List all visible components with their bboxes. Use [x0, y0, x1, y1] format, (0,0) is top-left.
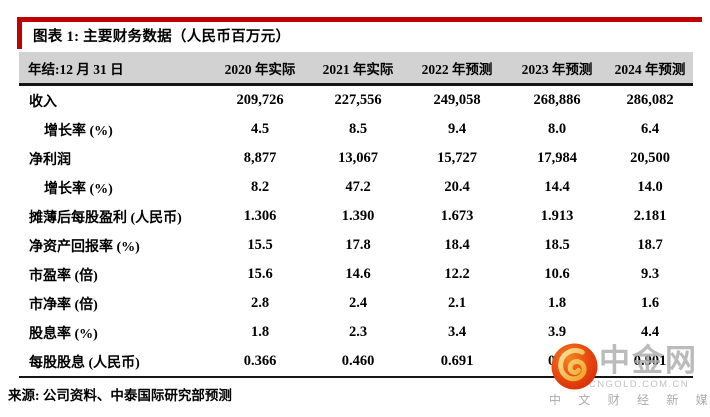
- cell-value: 18.7: [637, 237, 663, 253]
- table-row-dividend-yield: 股息率 (%) 1.8 2.3 3.4 3.9 4.4: [19, 318, 693, 347]
- watermark-domain-text: CNGOLD.COM.CN: [589, 379, 690, 390]
- cell-value: 0.460: [341, 353, 375, 369]
- row-label: 每股股息 (人民币): [29, 355, 140, 371]
- cell-value: 2.8: [250, 295, 270, 311]
- cell-value: 0.901: [633, 353, 667, 369]
- row-label: 收入: [29, 94, 57, 110]
- cell-value: 20,500: [630, 150, 670, 166]
- cell-value: 286,082: [626, 92, 674, 108]
- cell-value: 9.4: [447, 121, 467, 137]
- cell-value: 17,984: [537, 150, 577, 166]
- page-title: 图表 1: 主要财务数据（人民币百万元）: [33, 29, 291, 45]
- row-label: 股息率 (%): [29, 326, 98, 342]
- figure-title-block: 图表 1: 主要财务数据（人民币百万元）: [17, 22, 702, 49]
- row-label: 净利润: [29, 152, 71, 168]
- cell-value: 1.6: [640, 295, 660, 311]
- cell-value: 10.6: [544, 266, 570, 282]
- cell-value: 6.4: [640, 121, 660, 137]
- cell-value: 3.4: [447, 324, 467, 340]
- cell-value: 2.4: [348, 295, 368, 311]
- cell-value: 8,877: [243, 150, 277, 166]
- col-header-2023: 2023 年预测: [507, 52, 607, 85]
- cell-value: 14.0: [637, 179, 663, 195]
- cell-value: 2.181: [633, 208, 667, 224]
- row-label: 市盈率 (倍): [29, 268, 98, 284]
- cell-value: 47.2: [345, 179, 371, 195]
- table-row-roe: 净资产回报率 (%) 15.5 17.8 18.4 18.5 18.7: [19, 231, 693, 260]
- cell-value: 17.8: [345, 237, 371, 253]
- cell-value: 14.4: [544, 179, 570, 195]
- source-note: 来源: 公司资料、中泰国际研究部预测: [8, 388, 232, 403]
- table-row-pb-ratio: 市净率 (倍) 2.8 2.4 2.1 1.8 1.6: [19, 289, 693, 318]
- cell-value: 3.9: [547, 324, 567, 340]
- cell-value: 1.306: [243, 208, 277, 224]
- cell-value: 1.8: [547, 295, 567, 311]
- table-row-revenue-growth: 增长率 (%) 4.5 8.5 9.4 8.0 6.4: [19, 115, 693, 144]
- cell-value: 8.2: [250, 179, 270, 195]
- row-label: 净资产回报率 (%): [29, 239, 140, 255]
- cell-value: 2.1: [447, 295, 467, 311]
- cell-value: 4.5: [250, 121, 270, 137]
- row-label: 市净率 (倍): [29, 297, 98, 313]
- col-header-2024: 2024 年预测: [607, 52, 693, 85]
- cell-value: 8.5: [348, 121, 368, 137]
- cell-value: 1.913: [540, 208, 574, 224]
- top-accent-bar: [17, 17, 702, 22]
- cell-value: 20.4: [444, 179, 470, 195]
- watermark-brand-text: 中金网: [599, 343, 698, 378]
- table-row-diluted-eps: 摊薄后每股盈利 (人民币) 1.306 1.390 1.673 1.913 2.…: [19, 202, 693, 231]
- cell-value: 0.691: [440, 353, 474, 369]
- cell-value: 14.6: [345, 266, 371, 282]
- cell-value: 268,886: [533, 92, 581, 108]
- cell-value: 18.4: [444, 237, 470, 253]
- col-header-year-end: 年结:12 月 31 日: [19, 52, 211, 85]
- cell-value: 9.3: [640, 266, 660, 282]
- cell-value: 15.6: [247, 266, 273, 282]
- cell-value: 15,727: [437, 150, 477, 166]
- cell-value: 15.5: [247, 237, 273, 253]
- cell-value: 8.0: [547, 121, 567, 137]
- cell-value: 12.2: [444, 266, 470, 282]
- cell-value: 0.366: [243, 353, 277, 369]
- cngold-logo-icon: [551, 343, 598, 390]
- financial-data-table: 年结:12 月 31 日 2020 年实际 2021 年实际 2022 年预测 …: [19, 52, 693, 378]
- table-row-dps: 每股股息 (人民币) 0.366 0.460 0.691 0.7 0.901: [19, 347, 693, 377]
- watermark-tagline-text: 中 文 财 经 新 媒 体: [549, 393, 710, 407]
- cell-value: 1.673: [440, 208, 474, 224]
- row-label: 摊薄后每股盈利 (人民币): [29, 210, 182, 226]
- cell-value: 18.5: [544, 237, 570, 253]
- col-header-2022: 2022 年预测: [407, 52, 507, 85]
- cell-value: 209,726: [236, 92, 284, 108]
- table-header-row: 年结:12 月 31 日 2020 年实际 2021 年实际 2022 年预测 …: [19, 52, 693, 85]
- table-row-profit-growth: 增长率 (%) 8.2 47.2 20.4 14.4 14.0: [19, 173, 693, 202]
- row-label: 增长率 (%): [44, 123, 113, 139]
- row-label: 增长率 (%): [44, 181, 113, 197]
- title-accent-bar: [17, 22, 22, 49]
- table-row-pe-ratio: 市盈率 (倍) 15.6 14.6 12.2 10.6 9.3: [19, 260, 693, 289]
- cell-value: 4.4: [640, 324, 660, 340]
- cell-value: 249,058: [433, 92, 481, 108]
- cell-value: 227,556: [334, 92, 382, 108]
- cell-value: 1.8: [250, 324, 270, 340]
- cell-value: 1.390: [341, 208, 375, 224]
- table-row-revenue: 收入 209,726 227,556 249,058 268,886 286,0…: [19, 85, 693, 116]
- col-header-2021: 2021 年实际: [309, 52, 407, 85]
- table-row-net-profit: 净利润 8,877 13,067 15,727 17,984 20,500: [19, 144, 693, 173]
- cell-value: 2.3: [348, 324, 368, 340]
- col-header-2020: 2020 年实际: [211, 52, 309, 85]
- cell-value: 13,067: [338, 150, 378, 166]
